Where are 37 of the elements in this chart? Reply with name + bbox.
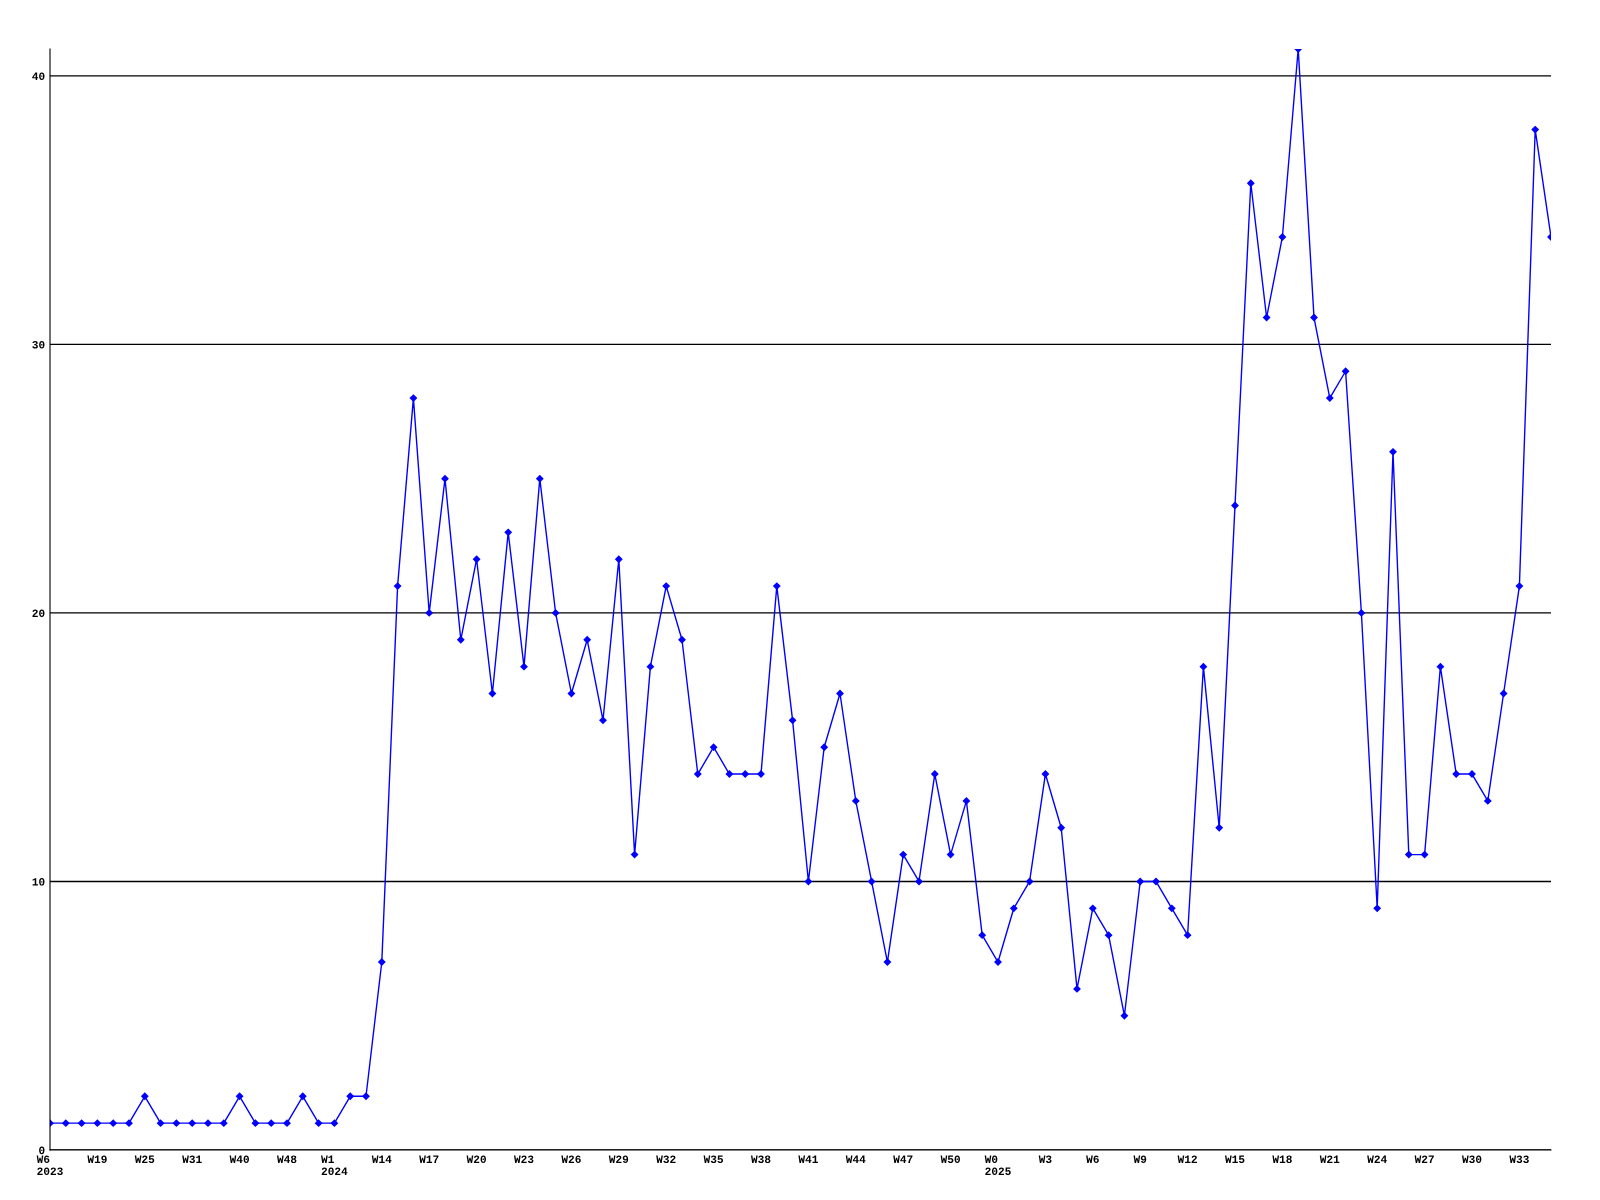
x-tick-label: W1 2024 (321, 1155, 348, 1175)
x-tick-label: W3 (1038, 1155, 1052, 1164)
x-tick-label: W30 (1462, 1155, 1482, 1164)
y-tick-label: 0 (39, 1146, 45, 1155)
x-tick-label: W41 (798, 1155, 818, 1163)
y-tick-label: 30 (32, 340, 45, 349)
x-tick-label: W0 2025 (984, 1155, 1011, 1175)
y-tick-label: 40 (32, 72, 45, 80)
x-tick-label: W25 (134, 1155, 155, 1164)
x-tick-label: W9 (1133, 1155, 1147, 1164)
x-tick-label: W19 (87, 1155, 107, 1164)
x-tick-label: W6 2023 (36, 1155, 63, 1176)
x-tick-label: W29 (608, 1155, 629, 1164)
x-tick-label: W50 (940, 1155, 960, 1164)
x-tick-label: W26 (561, 1155, 581, 1164)
x-tick-label: W48 (277, 1155, 297, 1164)
x-tick-label: W35 (703, 1155, 724, 1164)
x-tick-label: W6 (1086, 1155, 1099, 1164)
x-tick-label: W38 (751, 1155, 771, 1164)
x-tick-label: W21 (1319, 1155, 1340, 1163)
x-tick-label: W18 (1272, 1155, 1292, 1164)
x-tick-label: W33 (1509, 1155, 1529, 1164)
x-tick-label: W14 (371, 1155, 392, 1163)
x-tick-label: W31 (182, 1155, 202, 1164)
x-tick-label: W12 (1177, 1155, 1197, 1163)
x-tick-label: W24 (1367, 1155, 1387, 1163)
x-tick-label: W44 (845, 1155, 866, 1163)
x-tick-label: W47 (893, 1155, 913, 1163)
x-tick-label: W23 (514, 1155, 534, 1164)
x-tick-label: W17 (419, 1155, 439, 1163)
x-tick-label: W32 (656, 1155, 676, 1164)
y-tick-label: 20 (32, 609, 45, 618)
x-tick-label: W27 (1414, 1155, 1434, 1163)
x-tick-label: W15 (1225, 1155, 1245, 1164)
x-tick-label: W20 (466, 1155, 486, 1164)
x-tick-label: W40 (229, 1155, 249, 1164)
y-tick-label: 10 (32, 878, 45, 886)
